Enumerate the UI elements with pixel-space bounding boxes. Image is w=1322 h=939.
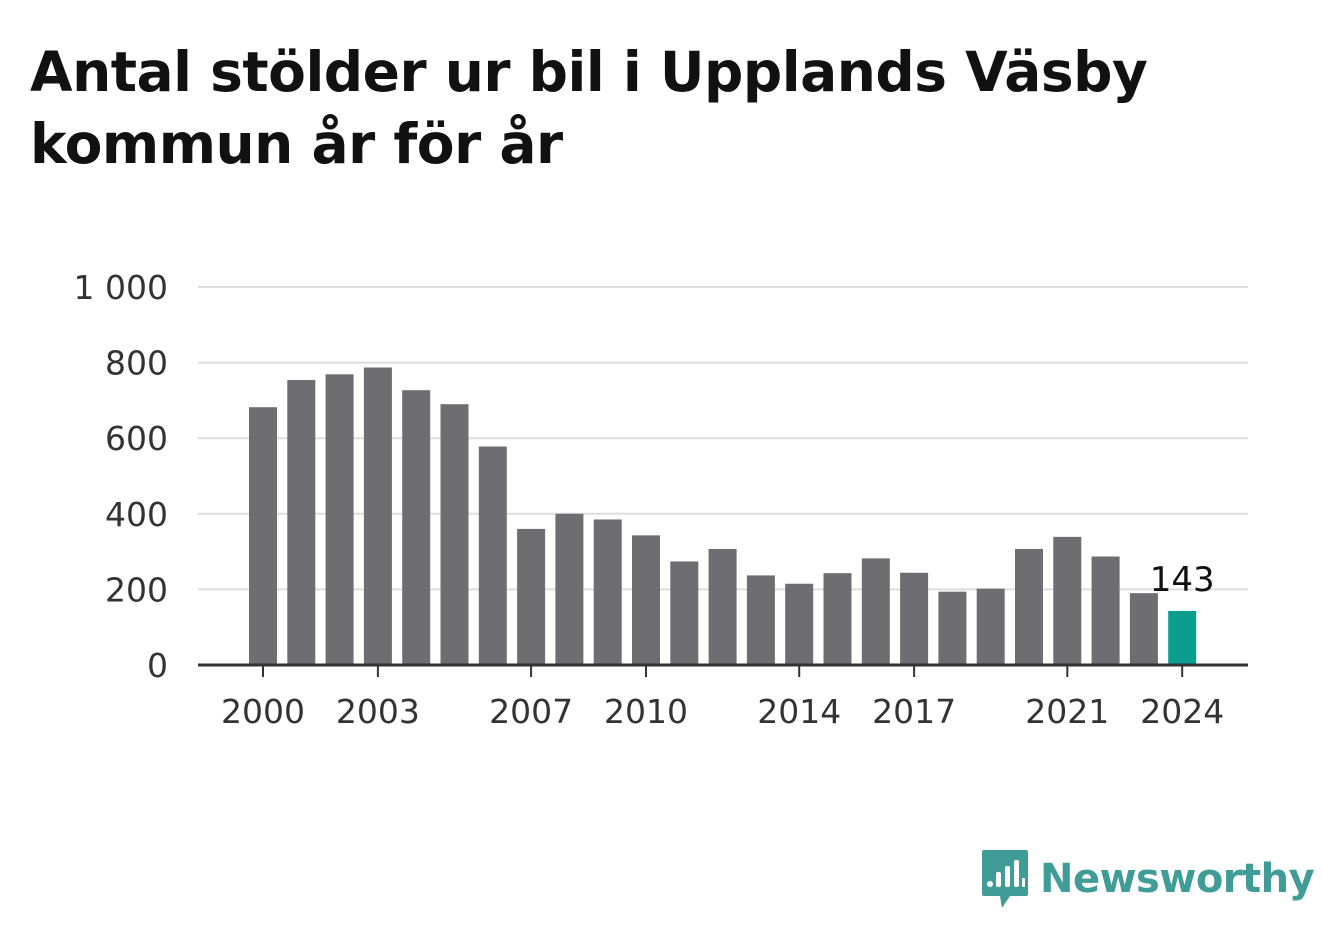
data-label: 143 bbox=[1150, 560, 1215, 600]
bar bbox=[325, 374, 354, 665]
y-tick-label: 200 bbox=[105, 570, 168, 609]
bar bbox=[555, 513, 584, 665]
bar bbox=[478, 446, 507, 665]
y-axis-ticks: 0 200 400 600 800 1 000 bbox=[74, 268, 168, 685]
y-tick-label: 0 bbox=[147, 646, 168, 685]
bar bbox=[938, 591, 967, 665]
bar bbox=[632, 535, 660, 665]
bar bbox=[785, 583, 814, 665]
bar bbox=[823, 573, 852, 665]
bar bbox=[593, 519, 622, 665]
x-tick-label: 2017 bbox=[872, 692, 956, 731]
bar bbox=[976, 588, 1005, 665]
bar bbox=[1015, 548, 1043, 665]
bar bbox=[440, 404, 469, 665]
y-tick-label: 800 bbox=[105, 344, 168, 383]
x-tick-label: 2000 bbox=[221, 692, 305, 731]
bar bbox=[861, 558, 890, 665]
bar bbox=[287, 379, 316, 665]
x-tick-label: 2007 bbox=[489, 692, 573, 731]
bar bbox=[746, 575, 775, 665]
bar bbox=[517, 528, 546, 665]
data-labels: 143 bbox=[1150, 560, 1215, 600]
bar bbox=[900, 572, 929, 665]
bar bbox=[708, 548, 737, 665]
newsworthy-logo-icon bbox=[982, 850, 1028, 908]
x-tick-label: 2014 bbox=[757, 692, 841, 731]
bar bbox=[670, 561, 699, 665]
brand-logo: Newsworthy bbox=[980, 846, 1315, 912]
gridlines bbox=[198, 286, 1248, 591]
x-axis-ticks: 2000 2003 2007 2010 2014 2017 2021 2024 bbox=[221, 665, 1224, 731]
bar-highlight bbox=[1168, 610, 1197, 665]
bar bbox=[402, 390, 431, 665]
bars bbox=[249, 367, 1197, 665]
y-tick-label: 400 bbox=[105, 495, 168, 534]
brand-name: Newsworthy bbox=[1040, 856, 1315, 902]
x-tick-label: 2010 bbox=[604, 692, 688, 731]
bar bbox=[249, 407, 277, 665]
x-tick-label: 2003 bbox=[336, 692, 420, 731]
bar bbox=[1053, 536, 1082, 665]
bar bbox=[1091, 556, 1120, 665]
bar bbox=[1129, 593, 1158, 665]
chart-title: Antal stölder ur bil i Upplands Väsby ko… bbox=[30, 40, 1148, 176]
x-tick-label: 2021 bbox=[1025, 692, 1109, 731]
y-tick-label: 1 000 bbox=[74, 268, 168, 307]
x-tick-label: 2024 bbox=[1140, 692, 1224, 731]
bar bbox=[363, 367, 392, 665]
y-tick-label: 600 bbox=[105, 419, 168, 458]
